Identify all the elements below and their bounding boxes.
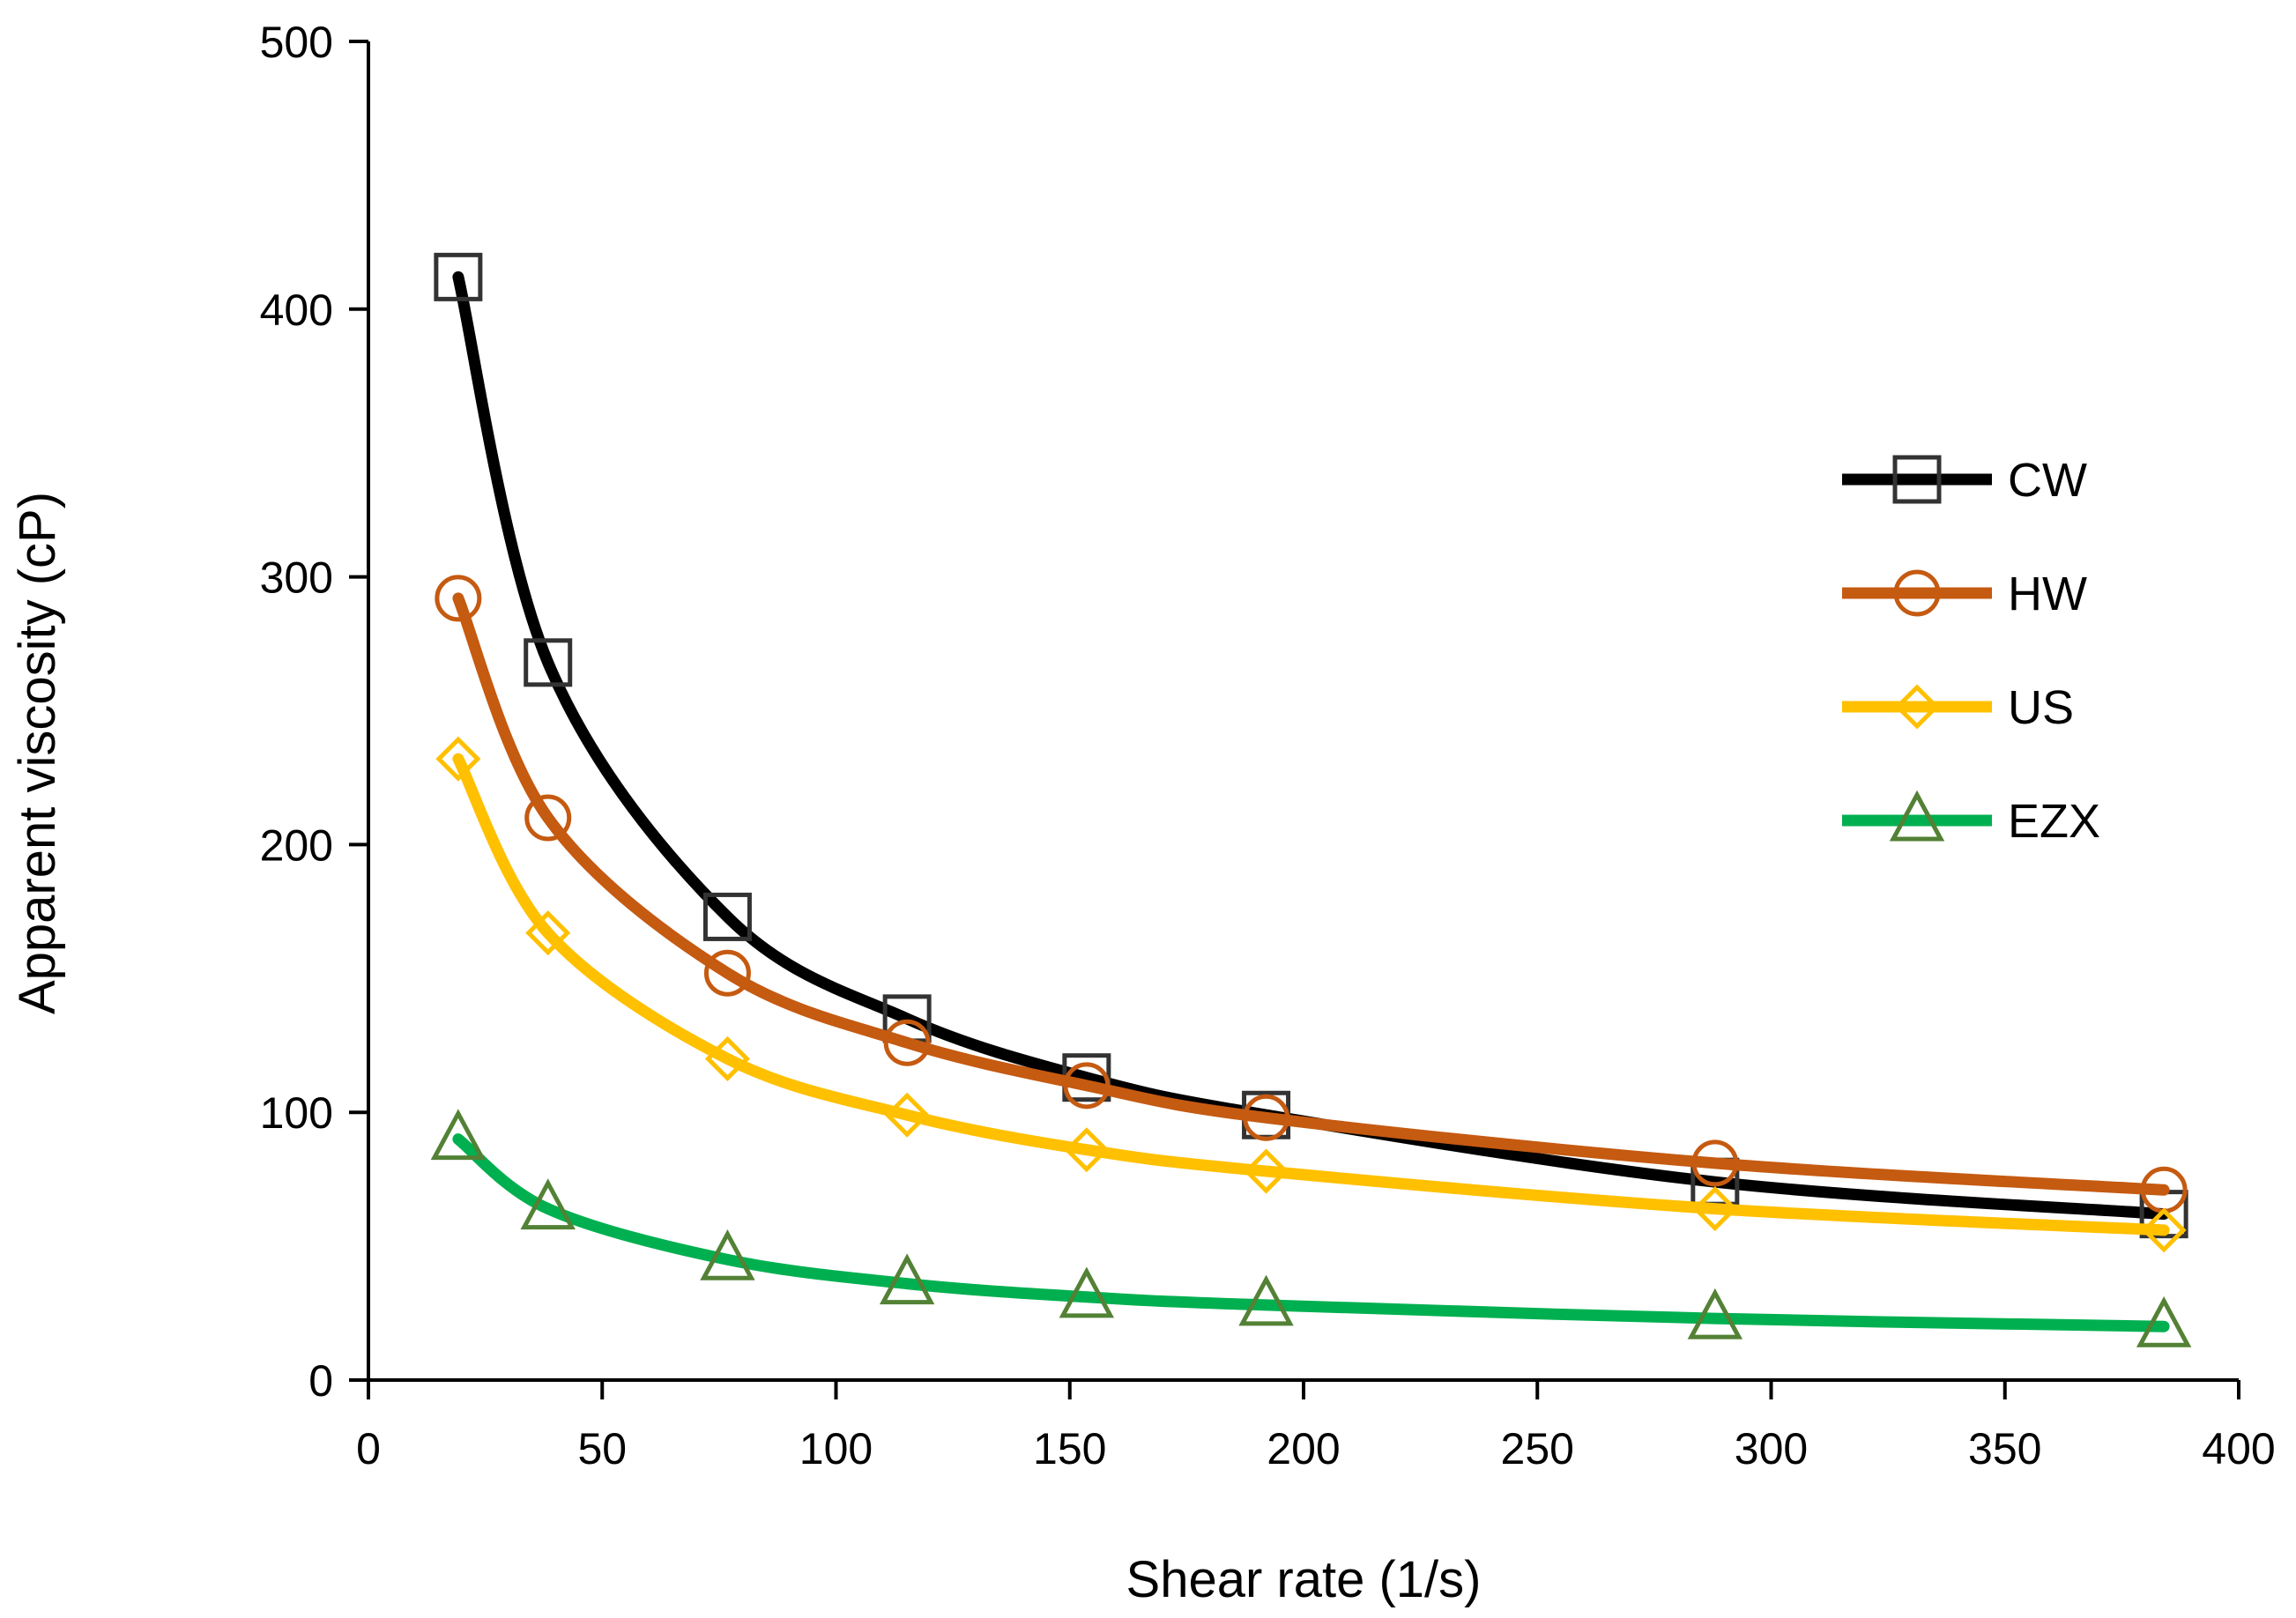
legend-label-cw: CW [2008, 454, 2087, 507]
series-layer [430, 252, 2192, 1347]
x-axis-title: Shear rate (1/s) [1126, 1551, 1482, 1608]
legend-entry-ezx: EZX [1842, 790, 2100, 848]
legend-entry-cw: CW [1842, 454, 2087, 507]
x-tick-label: 150 [1033, 1424, 1106, 1473]
data-point-us [1244, 1148, 1289, 1194]
x-tick-label: 100 [799, 1424, 873, 1473]
series-line-hw [452, 592, 2170, 1196]
legend-entry-us: US [1842, 681, 2074, 734]
data-point-hw [1243, 1094, 1290, 1141]
y-tick-label: 500 [260, 18, 333, 67]
data-point-cw [524, 638, 573, 687]
x-tick-label: 0 [356, 1424, 381, 1473]
legend-marker-us [1894, 684, 1940, 730]
data-point-us [525, 910, 571, 956]
y-tick-label: 300 [260, 553, 333, 603]
legend-label-ezx: EZX [2008, 795, 2100, 848]
data-point-us [1692, 1186, 1738, 1232]
series-line-ezx [452, 1133, 2170, 1332]
data-point-hw [1063, 1062, 1111, 1110]
data-point-hw [883, 1019, 931, 1066]
legend: CW HW US EZX [1842, 454, 2100, 848]
data-point-ezx [520, 1178, 576, 1230]
legend-label-us: US [2008, 681, 2074, 734]
data-point-ezx [879, 1253, 935, 1305]
series-hw [435, 575, 2188, 1214]
legend-label-hw: HW [2008, 568, 2087, 620]
data-point-ezx [1059, 1266, 1115, 1318]
legend-marker-cw [1892, 455, 1942, 504]
data-point-hw [1691, 1139, 1739, 1187]
x-tick-label: 50 [577, 1424, 627, 1473]
y-axis-title: Apparent viscosity (cP) [9, 492, 66, 1014]
data-point-cw [434, 252, 483, 301]
y-tick-label: 100 [260, 1088, 333, 1138]
data-point-ezx [700, 1229, 755, 1280]
x-tick-label: 400 [2202, 1424, 2275, 1473]
series-us [435, 736, 2187, 1253]
data-point-ezx [1687, 1288, 1743, 1340]
x-tick-label: 200 [1267, 1424, 1340, 1473]
series-line-us [452, 753, 2170, 1236]
data-point-us [704, 1035, 750, 1081]
data-point-us [1064, 1127, 1110, 1173]
x-tick-label: 350 [1968, 1424, 2041, 1473]
y-ticks: 0 100 200 300 400 500 [260, 18, 368, 1406]
data-point-us [884, 1092, 930, 1138]
axes: 0 100 200 300 400 500 0 50 100 150 200 250 300 350 40… [260, 18, 2276, 1473]
y-tick-label: 200 [260, 820, 333, 870]
data-point-hw [435, 575, 482, 622]
data-point-ezx [1238, 1274, 1294, 1326]
data-point-hw [524, 794, 572, 842]
x-tick-label: 250 [1501, 1424, 1574, 1473]
x-tick-label: 300 [1735, 1424, 1808, 1473]
y-tick-label: 400 [260, 286, 333, 335]
legend-marker-ezx [1889, 790, 1945, 842]
data-point-hw [703, 949, 751, 997]
data-point-ezx [430, 1109, 487, 1161]
x-ticks: 0 50 100 150 200 250 300 350 400 [356, 1380, 2276, 1473]
series-cw [434, 252, 2188, 1239]
legend-marker-hw [1893, 569, 1941, 617]
series-line-cw [452, 271, 2170, 1221]
data-point-ezx [2136, 1295, 2192, 1347]
data-point-cw [702, 892, 752, 941]
data-point-us [2141, 1207, 2187, 1253]
series-ezx [430, 1109, 2192, 1347]
y-tick-label: 0 [308, 1356, 333, 1406]
data-point-us [435, 736, 481, 782]
legend-entry-hw: HW [1842, 568, 2087, 620]
